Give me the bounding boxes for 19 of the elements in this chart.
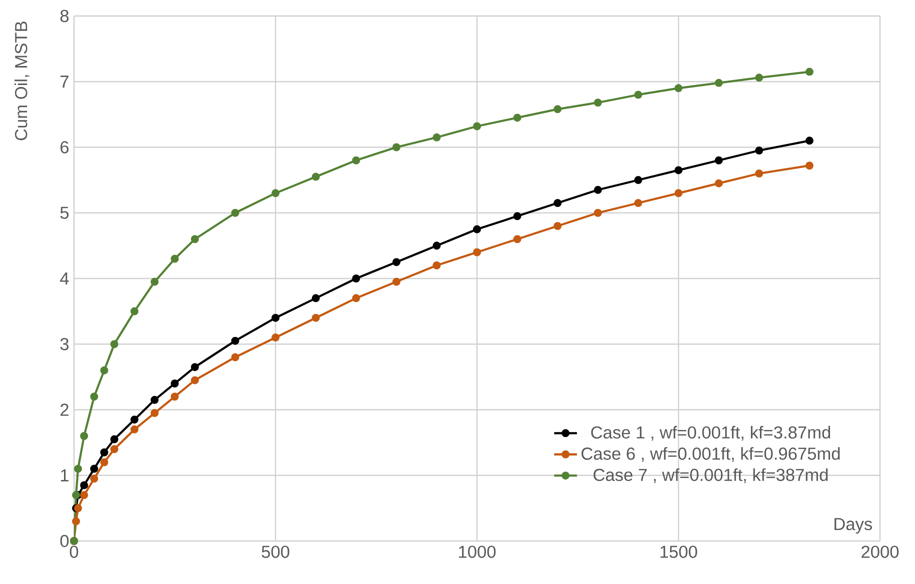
- y-tick-label: 1: [60, 469, 68, 482]
- x-tick-label: 0: [70, 546, 78, 558]
- y-tick-label: 3: [60, 338, 69, 350]
- y-tick-label: 8: [60, 10, 69, 22]
- y-tick-label: 7: [60, 76, 68, 88]
- y-tick-label: 5: [60, 206, 69, 219]
- x-tick-label: 500: [262, 546, 290, 558]
- legend-label: Case 6 , wf=0.001ft, kf=0.9675md: [582, 447, 840, 462]
- y-tick-label: 2: [60, 404, 68, 416]
- x-tick-label: 1000: [459, 546, 496, 558]
- y-axis-title: Cum Oil, MSTB: [14, 22, 30, 140]
- legend-label: Case 1 , wf=0.001ft, kf=3.87md: [591, 426, 830, 441]
- x-tick-label: 2000: [862, 546, 899, 558]
- y-tick-label: 4: [60, 272, 69, 284]
- y-tick-label: 6: [60, 141, 69, 154]
- x-tick-label: 1500: [660, 546, 698, 558]
- x-axis-title: Days: [834, 518, 872, 534]
- legend-label: Case 7 , wf=0.001ft, kf=387md: [594, 468, 828, 484]
- y-tick-label: 0: [60, 534, 69, 548]
